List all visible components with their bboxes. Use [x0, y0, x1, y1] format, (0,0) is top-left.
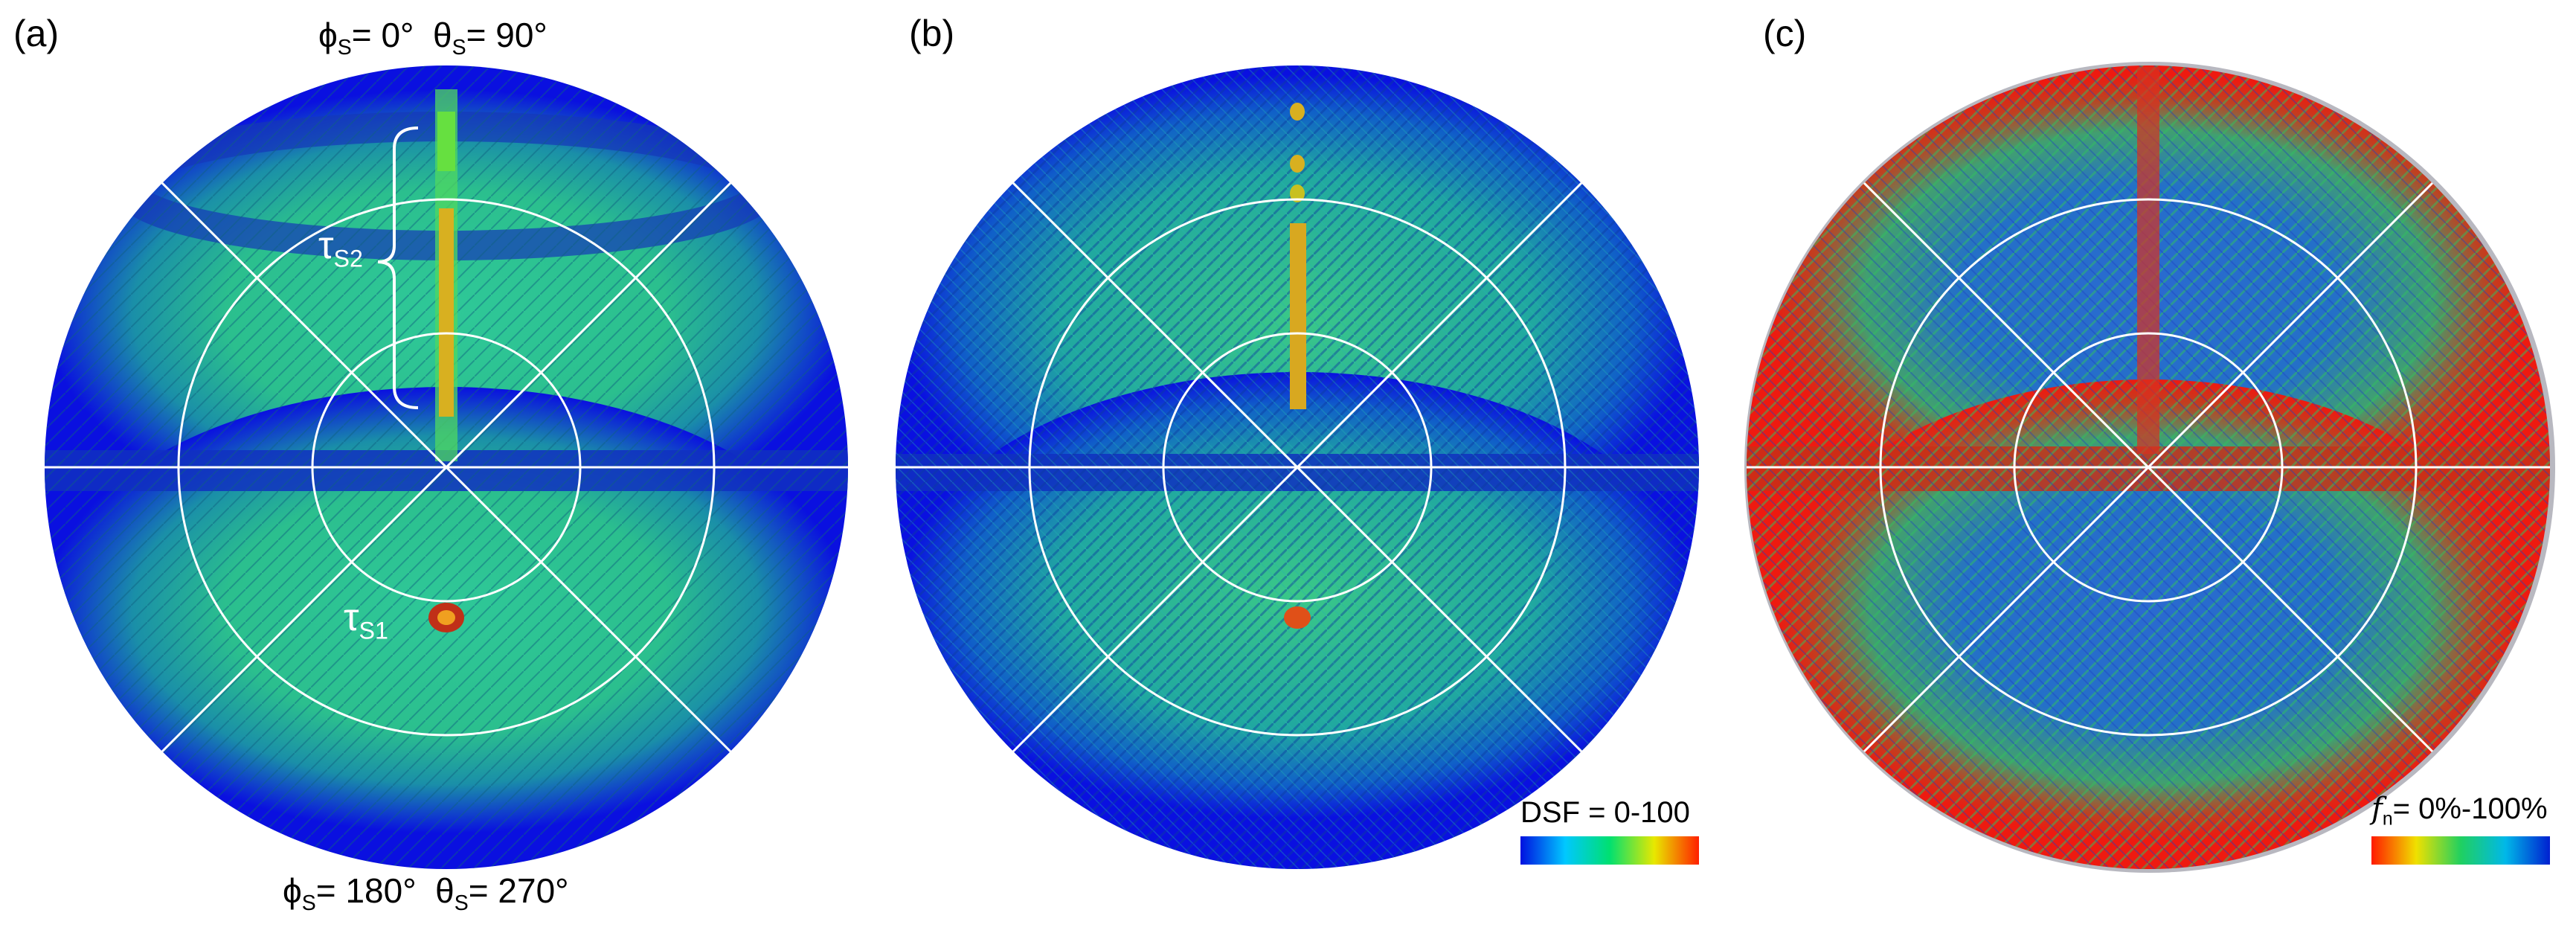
polar-map-c: [1744, 62, 2555, 873]
panel-b: (b): [858, 0, 1717, 939]
polar-map-b: [896, 65, 1699, 869]
panel-label: (a): [13, 13, 60, 54]
colorbar-label: DSF = 0-100: [1520, 796, 1690, 829]
tau-s2-label: τS2: [318, 224, 363, 272]
panel-a: (a) ϕS= 0° θS= 90°: [0, 0, 858, 939]
top-angle-annotation: ϕS= 0° θS= 90°: [318, 16, 547, 60]
tau-s1-label: τS1: [344, 596, 388, 644]
colorbar-dsf: [1520, 836, 1699, 865]
panel-label: (b): [909, 13, 955, 54]
panel-c: (c): [1717, 0, 2575, 939]
colorbar-label: fn= 0%-100%: [2371, 792, 2548, 830]
panel-label: (c): [1763, 13, 1807, 54]
colorbar-fn: [2371, 836, 2550, 865]
bottom-angle-annotation: ϕS= 180° θS= 270°: [283, 871, 569, 915]
polar-map-a: [45, 65, 848, 869]
